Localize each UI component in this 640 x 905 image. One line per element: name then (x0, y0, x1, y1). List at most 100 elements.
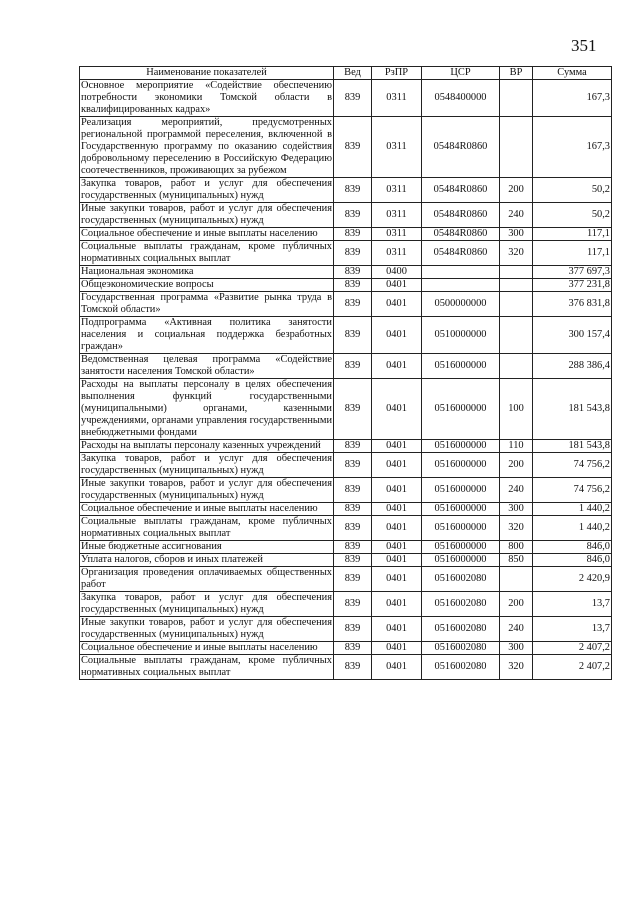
cell-csr: 0516002080 (421, 616, 500, 642)
cell-vr (499, 566, 533, 592)
cell-name: Ведомственная целевая программа «Содейст… (79, 353, 334, 379)
cell-ved: 839 (333, 265, 372, 279)
cell-csr (421, 265, 500, 279)
cell-rzpr: 0311 (371, 116, 422, 178)
cell-sum: 300 157,4 (532, 316, 612, 354)
cell-sum: 50,2 (532, 202, 612, 228)
cell-vr: 320 (499, 515, 533, 541)
cell-sum: 377 697,3 (532, 265, 612, 279)
cell-vr: 800 (499, 540, 533, 554)
cell-csr: 05484R0860 (421, 202, 500, 228)
cell-vr: 850 (499, 553, 533, 567)
cell-vr: 200 (499, 452, 533, 478)
cell-csr: 0516002080 (421, 641, 500, 655)
cell-sum: 846,0 (532, 540, 612, 554)
cell-name: Подпрограмма «Активная политика занятост… (79, 316, 334, 354)
cell-vr (499, 291, 533, 317)
cell-name: Закупка товаров, работ и услуг для обесп… (79, 452, 334, 478)
cell-vr (499, 278, 533, 292)
cell-sum: 377 231,8 (532, 278, 612, 292)
cell-rzpr: 0401 (371, 515, 422, 541)
cell-name: Организация проведения оплачиваемых обще… (79, 566, 334, 592)
cell-sum: 167,3 (532, 116, 612, 178)
cell-vr: 240 (499, 202, 533, 228)
cell-ved: 839 (333, 240, 372, 266)
cell-rzpr: 0401 (371, 616, 422, 642)
cell-rzpr: 0400 (371, 265, 422, 279)
cell-rzpr: 0401 (371, 502, 422, 516)
cell-vr: 240 (499, 616, 533, 642)
cell-vr (499, 316, 533, 354)
cell-rzpr: 0401 (371, 378, 422, 440)
cell-sum: 167,3 (532, 79, 612, 117)
cell-name: Социальные выплаты гражданам, кроме публ… (79, 240, 334, 266)
cell-ved: 839 (333, 378, 372, 440)
cell-ved: 839 (333, 452, 372, 478)
table-row: Социальное обеспечение и иные выплаты на… (79, 227, 612, 241)
cell-ved: 839 (333, 616, 372, 642)
cell-ved: 839 (333, 641, 372, 655)
table-row: Расходы на выплаты персоналу в целях обе… (79, 378, 612, 440)
cell-sum: 1 440,2 (532, 515, 612, 541)
cell-sum: 181 543,8 (532, 378, 612, 440)
cell-rzpr: 0401 (371, 477, 422, 503)
table-row: Реализация мероприятий, предусмотренных … (79, 116, 612, 178)
cell-csr: 05484R0860 (421, 227, 500, 241)
cell-vr: 240 (499, 477, 533, 503)
table-row: Основное мероприятие «Содействие обеспеч… (79, 79, 612, 117)
cell-name: Закупка товаров, работ и услуг для обесп… (79, 591, 334, 617)
cell-sum: 74 756,2 (532, 477, 612, 503)
cell-csr: 0516000000 (421, 540, 500, 554)
table-row: Государственная программа «Развитие рынк… (79, 291, 612, 317)
cell-rzpr: 0311 (371, 177, 422, 203)
cell-ved: 839 (333, 79, 372, 117)
cell-name: Основное мероприятие «Содействие обеспеч… (79, 79, 334, 117)
cell-name: Иные закупки товаров, работ и услуг для … (79, 616, 334, 642)
header-ved: Вед (333, 66, 372, 80)
cell-name: Национальная экономика (79, 265, 334, 279)
cell-name: Социальное обеспечение и иные выплаты на… (79, 502, 334, 516)
cell-vr: 110 (499, 439, 533, 453)
table-row: Социальные выплаты гражданам, кроме публ… (79, 654, 612, 680)
cell-vr: 320 (499, 240, 533, 266)
table-row: Расходы на выплаты персоналу казенных уч… (79, 439, 612, 453)
cell-csr: 0516000000 (421, 452, 500, 478)
cell-rzpr: 0401 (371, 291, 422, 317)
cell-rzpr: 0401 (371, 566, 422, 592)
cell-rzpr: 0401 (371, 316, 422, 354)
header-vr: ВР (499, 66, 533, 80)
table-row: Социальные выплаты гражданам, кроме публ… (79, 515, 612, 541)
cell-csr: 05484R0860 (421, 116, 500, 178)
cell-name: Социальные выплаты гражданам, кроме публ… (79, 654, 334, 680)
table-row: Уплата налогов, сборов и иных платежей 83… (79, 553, 612, 567)
cell-csr: 0516002080 (421, 591, 500, 617)
cell-name: Расходы на выплаты персоналу в целях обе… (79, 378, 334, 440)
cell-ved: 839 (333, 353, 372, 379)
cell-csr: 0516000000 (421, 477, 500, 503)
cell-sum: 50,2 (532, 177, 612, 203)
cell-name: Общеэкономические вопросы (79, 278, 334, 292)
cell-sum: 2 420,9 (532, 566, 612, 592)
cell-rzpr: 0401 (371, 540, 422, 554)
table-row: Ведомственная целевая программа «Содейст… (79, 353, 612, 379)
cell-name: Иные бюджетные ассигнования (79, 540, 334, 554)
cell-csr: 0516002080 (421, 654, 500, 680)
table-row: Организация проведения оплачиваемых обще… (79, 566, 612, 592)
cell-ved: 839 (333, 291, 372, 317)
table-row: Иные закупки товаров, работ и услуг для … (79, 616, 612, 642)
cell-rzpr: 0401 (371, 353, 422, 379)
cell-ved: 839 (333, 177, 372, 203)
cell-rzpr: 0401 (371, 553, 422, 567)
cell-rzpr: 0311 (371, 79, 422, 117)
cell-csr: 0516000000 (421, 378, 500, 440)
cell-sum: 1 440,2 (532, 502, 612, 516)
cell-csr: 05484R0860 (421, 177, 500, 203)
cell-vr: 300 (499, 227, 533, 241)
budget-table: Наименование показателей Вед РзПР ЦСР ВР… (79, 66, 612, 680)
header-name: Наименование показателей (79, 66, 334, 80)
cell-sum: 288 386,4 (532, 353, 612, 379)
cell-vr: 300 (499, 641, 533, 655)
cell-rzpr: 0401 (371, 278, 422, 292)
cell-csr: 0516000000 (421, 353, 500, 379)
cell-rzpr: 0311 (371, 227, 422, 241)
